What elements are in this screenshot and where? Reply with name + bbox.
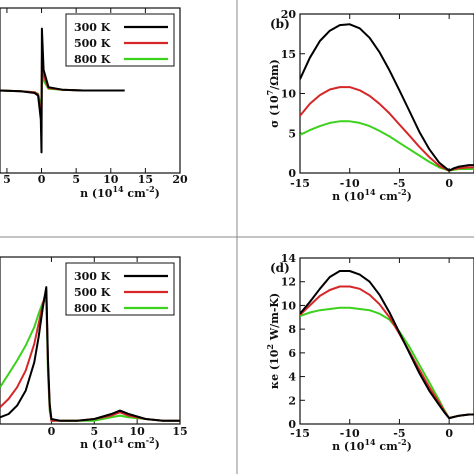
- y-tick-label-d: 4: [288, 371, 296, 384]
- plot-frame-c: [0, 256, 181, 425]
- x-axis-label-a: n (1014 cm-2): [80, 184, 160, 200]
- x-tick-label-b: -10: [340, 177, 360, 190]
- x-tick-label-b: 0: [445, 177, 453, 190]
- legend-box-a: [65, 13, 175, 67]
- y-tick-label-d: 2: [288, 394, 296, 407]
- x-tick-label-c: 15: [172, 425, 187, 438]
- y-tick-label-d: 10: [281, 299, 297, 312]
- y-tick-label-d: 14: [281, 252, 297, 265]
- series-line-b-300k: [300, 23, 474, 172]
- y-tick-label-b: 20: [281, 8, 297, 21]
- x-tick-label-d: -15: [290, 427, 310, 440]
- y-axis-label-b: σ (107/Ωm): [265, 59, 281, 128]
- series-line-a-300k: [0, 27, 125, 154]
- legend-label-a: 800 K: [74, 53, 111, 66]
- legend-label-c: 500 K: [74, 286, 111, 299]
- y-tick-label-b: 15: [281, 48, 296, 61]
- legend-box-c: [65, 262, 175, 316]
- panel-label-d: (d): [270, 261, 290, 275]
- x-tick-label-d: -5: [393, 427, 405, 440]
- series-line-c-300k: [0, 286, 180, 422]
- x-tick-label-c: 0: [48, 425, 56, 438]
- legend-label-c: 800 K: [74, 302, 111, 315]
- y-tick-label-d: 8: [288, 323, 296, 336]
- x-tick-label-b: -5: [393, 177, 405, 190]
- x-tick-label-a: 5: [3, 173, 11, 186]
- series-line-d-800k: [300, 306, 474, 420]
- y-tick-label-b: 10: [281, 88, 297, 101]
- legend-label-c: 300 K: [74, 270, 111, 283]
- series-line-d-300k: [300, 270, 474, 420]
- x-tick-label-a: 20: [172, 173, 188, 186]
- plot-frame-a: [0, 7, 181, 174]
- x-axis-label-d: n (1014 cm-2): [332, 437, 412, 453]
- x-tick-label-c: 5: [90, 425, 98, 438]
- x-tick-label-a: 0: [38, 173, 46, 186]
- plot-frame-b: [299, 13, 474, 174]
- x-tick-label-a: 5: [72, 173, 80, 186]
- series-line-c-800k: [0, 299, 180, 422]
- plot-frame-d: [299, 257, 474, 425]
- x-tick-label-d: -10: [340, 427, 360, 440]
- panel-label-b: (b): [270, 17, 290, 31]
- y-tick-label-d: 12: [281, 276, 296, 289]
- y-axis-label-d: κe (102 W/m-K): [265, 293, 281, 389]
- x-axis-label-b: n (1014 cm-2): [332, 187, 412, 203]
- x-tick-label-b: -15: [290, 177, 310, 190]
- x-tick-label-a: 10: [103, 173, 119, 186]
- y-tick-label-d: 0: [288, 418, 296, 431]
- legend-label-a: 300 K: [74, 21, 111, 34]
- y-tick-label-b: 0: [288, 167, 296, 180]
- x-tick-label-c: 10: [129, 425, 145, 438]
- y-tick-label-b: 5: [288, 127, 296, 140]
- series-line-b-500k: [300, 86, 474, 172]
- y-tick-label-d: 6: [288, 347, 296, 360]
- x-tick-label-d: 0: [445, 427, 453, 440]
- x-axis-label-c: n (1014 cm-2): [80, 435, 160, 451]
- legend-label-a: 500 K: [74, 37, 111, 50]
- series-line-b-800k: [300, 120, 474, 172]
- x-tick-label-a: 15: [138, 173, 153, 186]
